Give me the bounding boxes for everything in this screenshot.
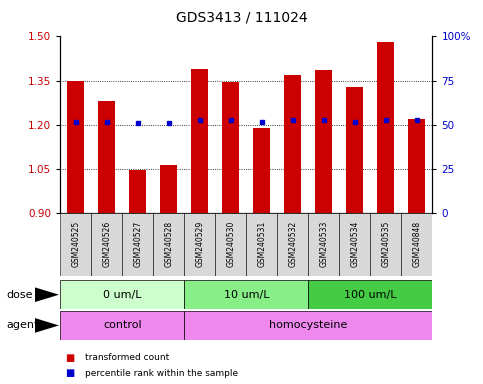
Bar — [129, 170, 146, 213]
Text: GSM240530: GSM240530 — [227, 220, 235, 267]
Bar — [277, 213, 308, 276]
Text: ■: ■ — [65, 368, 74, 378]
Text: agent: agent — [6, 320, 39, 331]
Bar — [370, 213, 401, 276]
Bar — [315, 70, 332, 213]
Text: GDS3413 / 111024: GDS3413 / 111024 — [176, 10, 307, 24]
Text: GSM240534: GSM240534 — [350, 220, 359, 267]
Text: control: control — [103, 320, 142, 331]
Bar — [91, 213, 122, 276]
Bar — [339, 213, 370, 276]
Bar — [346, 86, 363, 213]
Bar — [191, 69, 208, 213]
Bar — [377, 42, 394, 213]
Bar — [99, 101, 115, 213]
Bar — [185, 280, 308, 309]
Text: 10 um/L: 10 um/L — [224, 290, 269, 300]
Bar — [154, 213, 185, 276]
Bar — [246, 213, 277, 276]
Polygon shape — [35, 318, 59, 333]
Text: 100 um/L: 100 um/L — [344, 290, 397, 300]
Text: ■: ■ — [65, 353, 74, 363]
Bar — [308, 280, 432, 309]
Text: dose: dose — [6, 290, 33, 300]
Text: percentile rank within the sample: percentile rank within the sample — [85, 369, 238, 378]
Bar — [185, 213, 215, 276]
Bar — [122, 213, 154, 276]
Bar — [222, 82, 240, 213]
Text: GSM240527: GSM240527 — [133, 220, 142, 266]
Text: GSM240526: GSM240526 — [102, 220, 112, 266]
Text: homocysteine: homocysteine — [269, 320, 347, 331]
Text: GSM240529: GSM240529 — [195, 220, 204, 266]
Text: transformed count: transformed count — [85, 353, 169, 362]
Bar — [60, 311, 185, 340]
Bar — [60, 280, 185, 309]
Bar — [60, 213, 91, 276]
Bar — [185, 311, 432, 340]
Bar — [67, 81, 85, 213]
Text: GSM240525: GSM240525 — [71, 220, 80, 266]
Text: GSM240531: GSM240531 — [257, 220, 266, 266]
Text: GSM240532: GSM240532 — [288, 220, 298, 266]
Bar — [160, 165, 177, 213]
Text: GSM240533: GSM240533 — [319, 220, 328, 267]
Text: GSM240528: GSM240528 — [164, 220, 173, 266]
Bar — [408, 119, 426, 213]
Text: GSM240848: GSM240848 — [412, 220, 421, 266]
Bar — [401, 213, 432, 276]
Bar — [284, 75, 301, 213]
Bar — [308, 213, 339, 276]
Text: 0 um/L: 0 um/L — [103, 290, 142, 300]
Text: GSM240535: GSM240535 — [381, 220, 390, 267]
Bar — [253, 128, 270, 213]
Bar — [215, 213, 246, 276]
Polygon shape — [35, 287, 59, 302]
